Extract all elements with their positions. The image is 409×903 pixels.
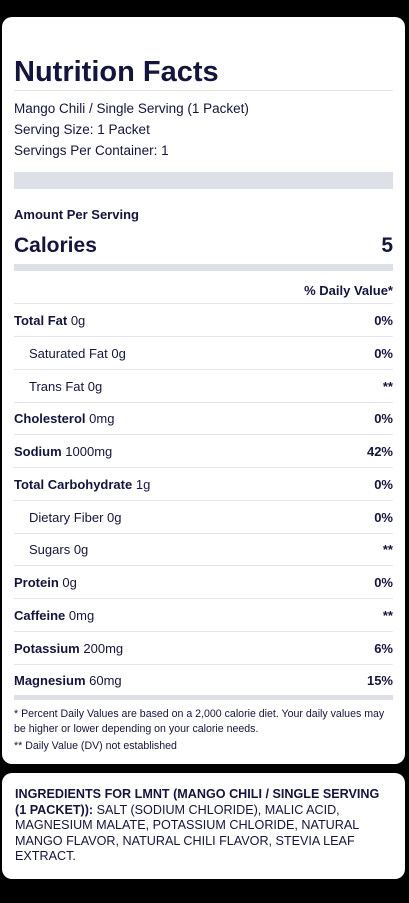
- nutrient-name: Potassium: [14, 640, 80, 656]
- nutrient-label: Total Fat 0g: [14, 313, 85, 328]
- nutrient-row: Protein 0g 0%: [14, 567, 393, 599]
- row-divider: [14, 532, 393, 534]
- nutrient-row: Cholesterol 0mg 0%: [14, 403, 393, 436]
- nutrient-row: Trans Fat 0g **: [14, 371, 393, 403]
- calories-divider: [14, 264, 393, 271]
- nutrient-amount: 0g: [73, 542, 89, 558]
- divider: [14, 303, 393, 304]
- nutrient-name: Cholesterol: [14, 411, 86, 427]
- nutrient-daily-value: 6%: [374, 640, 393, 656]
- nutrient-name: Saturated Fat: [29, 345, 108, 361]
- divider: [14, 90, 393, 91]
- row-divider: [14, 565, 393, 567]
- nutrient-name: Trans Fat: [29, 378, 85, 394]
- nutrient-list-end-divider: [14, 695, 393, 700]
- nutrient-label: Dietary Fiber 0g: [29, 510, 122, 525]
- nutrient-name: Dietary Fiber: [29, 509, 104, 525]
- nutrient-daily-value: 0%: [374, 575, 393, 590]
- row-divider: [14, 336, 393, 337]
- nutrient-daily-value: 0%: [374, 313, 393, 328]
- nutrient-label: Magnesium 60mg: [14, 673, 122, 688]
- nutrition-facts-panel: Nutrition Facts Mango Chili / Single Ser…: [2, 17, 405, 764]
- nutrient-row: Total Carbohydrate 1g 0%: [14, 469, 393, 501]
- servings-per-container: Servings Per Container: 1: [14, 143, 169, 158]
- nutrient-row: Saturated Fat 0g 0%: [14, 338, 393, 370]
- nutrient-name: Sugars: [29, 542, 71, 558]
- nutrient-label: Sodium 1000mg: [14, 444, 112, 459]
- serving-size: Serving Size: 1 Packet: [14, 122, 150, 137]
- row-divider: [14, 434, 393, 436]
- calories-label: Calories: [14, 234, 97, 257]
- amount-per-serving: Amount Per Serving: [14, 207, 139, 222]
- row-divider: [14, 663, 393, 665]
- nutrient-row: Potassium 200mg 6%: [14, 633, 393, 665]
- nutrient-name: Sodium: [14, 444, 62, 459]
- nutrient-amount: 0g: [62, 575, 77, 590]
- row-divider: [14, 598, 393, 599]
- nutrient-daily-value: **: [382, 607, 393, 623]
- nutrient-amount: 1g: [135, 476, 151, 492]
- daily-value-header: % Daily Value*: [304, 283, 393, 298]
- not-established-footnote: ** Daily Value (DV) not established: [14, 740, 177, 752]
- nutrient-amount: 0mg: [68, 607, 95, 623]
- row-divider: [14, 401, 393, 403]
- nutrient-amount: 0g: [111, 345, 126, 361]
- nutrient-daily-value: 0%: [374, 509, 393, 525]
- nutrient-label: Potassium 200mg: [14, 641, 123, 656]
- nutrient-row: Sugars 0g **: [14, 534, 393, 567]
- thick-divider: [14, 172, 393, 189]
- nutrient-amount: 1000mg: [65, 444, 113, 459]
- nutrient-name: Total Carbohydrate: [14, 476, 133, 492]
- nutrient-label: Saturated Fat 0g: [29, 346, 126, 361]
- nutrient-amount: 0g: [87, 378, 103, 394]
- ingredients-list: SALT (SODIUM CHLORIDE), MALIC ACID, MAGN…: [15, 802, 359, 864]
- nutrient-label: Trans Fat 0g: [29, 379, 102, 394]
- nutrient-row: Total Fat 0g 0%: [14, 305, 393, 337]
- row-divider: [14, 499, 393, 501]
- nutrient-row: Caffeine 0mg **: [14, 600, 393, 632]
- row-divider: [14, 630, 393, 632]
- nutrient-daily-value: **: [382, 378, 393, 394]
- nutrient-daily-value: **: [382, 542, 393, 558]
- nutrient-amount: 0mg: [89, 411, 115, 427]
- nutrient-amount: 60mg: [89, 673, 122, 689]
- nutrient-label: Total Carbohydrate 1g: [14, 477, 150, 492]
- nutrient-row: Dietary Fiber 0g 0%: [14, 502, 393, 534]
- nutrient-daily-value: 15%: [366, 673, 393, 689]
- row-divider: [14, 467, 393, 468]
- nutrient-label: Protein 0g: [14, 575, 77, 590]
- nutrient-label: Sugars 0g: [29, 542, 88, 557]
- nutrient-daily-value: 0%: [374, 476, 393, 492]
- daily-values-footnote: * Percent Daily Values are based on a 2,…: [14, 708, 385, 735]
- ingredients-heading: INGREDIENTS FOR LMNT (MANGO CHILI / SING…: [15, 787, 380, 817]
- nutrient-name: Protein: [14, 575, 59, 590]
- nutrient-daily-value: 42%: [366, 444, 393, 459]
- nutrient-amount: 0g: [70, 313, 86, 328]
- nutrient-label: Caffeine 0mg: [14, 608, 94, 623]
- nutrient-daily-value: 0%: [374, 345, 393, 361]
- product-line: Mango Chili / Single Serving (1 Packet): [14, 101, 249, 116]
- nutrient-name: Total Fat: [14, 313, 68, 328]
- row-divider: [14, 368, 393, 370]
- nutrient-row: Magnesium 60mg 15%: [14, 665, 393, 697]
- ingredients-text: INGREDIENTS FOR LMNT (MANGO CHILI / SING…: [15, 787, 393, 865]
- nutrient-name: Magnesium: [14, 673, 86, 689]
- ingredients-panel: INGREDIENTS FOR LMNT (MANGO CHILI / SING…: [2, 773, 405, 879]
- nutrient-label: Cholesterol 0mg: [14, 411, 114, 426]
- panel-title: Nutrition Facts: [14, 56, 219, 88]
- calories-value: 5: [381, 234, 393, 257]
- nutrient-amount: 200mg: [83, 640, 124, 656]
- nutrient-row: Sodium 1000mg 42%: [14, 436, 393, 468]
- nutrient-name: Caffeine: [14, 607, 66, 623]
- nutrient-amount: 0g: [107, 509, 122, 525]
- nutrient-daily-value: 0%: [374, 411, 393, 427]
